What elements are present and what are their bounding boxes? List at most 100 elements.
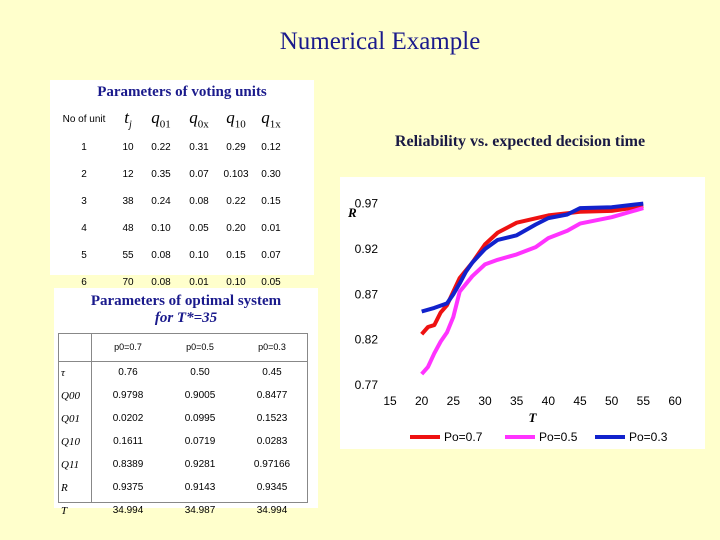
table-row: τ 0.76 0.50 0.45: [58, 361, 308, 384]
page-title: Numerical Example: [279, 28, 481, 55]
legend-label-2: Po=0.5: [539, 430, 578, 444]
table-cell: 0.9375: [112, 482, 144, 493]
table-cell: 0.24: [151, 196, 171, 207]
table-cell: 0.05: [189, 223, 209, 234]
unit-number-cell: 4: [81, 223, 87, 234]
table-cell: 0.8389: [112, 459, 144, 470]
table-cell: 0.9281: [184, 459, 216, 470]
table-cell: 0.35: [151, 169, 171, 180]
x-tick-label: 30: [478, 394, 492, 408]
table-cell: 0.30: [261, 169, 281, 180]
optimal-table-heading-line1: Parameters of optimal system: [90, 293, 282, 309]
table-cell: 0.97166: [253, 459, 291, 470]
table-cell: 0.08: [189, 196, 209, 207]
series-line-2: [420, 206, 644, 376]
column-header: p0=0.5: [186, 342, 214, 352]
x-tick-label: 55: [637, 394, 651, 408]
table-cell: 0.10: [189, 250, 209, 261]
table-cell: 0.0719: [184, 436, 216, 447]
table-cell: 34.994: [256, 505, 288, 516]
table-cell: 0.9798: [112, 390, 144, 401]
row-label-cell: Q01: [61, 412, 80, 425]
table-cell: 0.0283: [256, 436, 288, 447]
table-cell: 70: [122, 277, 134, 288]
optimal-table-heading-line2: for T*=35: [154, 310, 218, 326]
table-cell: 0.05: [261, 277, 281, 288]
row-label-cell: τ: [61, 366, 65, 379]
table-cell: 0.45: [262, 367, 282, 378]
table-row: 3 38 0.24 0.08 0.22 0.15: [54, 188, 288, 215]
reliability-chart: R T 0.97 0.92 0.87 0.82 0.77 15 20 25 30 35 40 45 50 55…: [340, 177, 705, 449]
table-row: 5 55 0.08 0.10 0.15 0.07: [54, 242, 288, 269]
table-cell: 0.07: [261, 250, 281, 261]
y-tick-label: 0.82: [355, 333, 379, 347]
x-tick-label: 35: [510, 394, 524, 408]
y-tick-label: 0.87: [355, 287, 379, 301]
optimal-system-table: p0=0.7 p0=0.5 p0=0.3 τ 0.76 0.50 0.45 Q00 0.9…: [58, 333, 308, 522]
table-cell: 0.9005: [184, 390, 216, 401]
column-header: [58, 333, 92, 361]
x-tick-label: 20: [415, 394, 429, 408]
column-header: p0=0.7: [114, 342, 142, 352]
y-axis-label: R: [347, 205, 357, 220]
unit-number-cell: 1: [81, 142, 87, 153]
chart-title: Reliability vs. expected decision time: [394, 133, 646, 150]
table-cell: 0.76: [118, 367, 138, 378]
x-tick-label: 40: [542, 394, 556, 408]
table-divider: [58, 361, 308, 362]
row-label-cell: R: [61, 481, 68, 494]
legend-label-3: Po=0.3: [629, 430, 668, 444]
column-header: q01: [151, 107, 171, 131]
table-cell: 0.10: [226, 277, 246, 288]
table-cell: 10: [122, 142, 134, 153]
x-tick-label: 25: [447, 394, 461, 408]
table-cell: 0.22: [226, 196, 246, 207]
table-cell: 0.15: [261, 196, 281, 207]
unit-number-cell: 6: [81, 277, 87, 288]
plot-background: [340, 177, 705, 449]
table-cell: 0.9345: [256, 482, 288, 493]
legend-label-1: Po=0.7: [444, 430, 483, 444]
table-cell: 0.08: [151, 250, 171, 261]
column-header: No of unit: [62, 113, 106, 125]
row-label-cell: Q11: [61, 458, 80, 471]
table-cell: 0.22: [151, 142, 171, 153]
table-row: 6 70 0.08 0.01 0.10 0.05: [54, 269, 288, 296]
table-cell: 0.8477: [256, 390, 288, 401]
table-row: 4 48 0.10 0.05 0.20 0.01: [54, 215, 288, 242]
column-header: q1x: [261, 107, 281, 131]
table-cell: 0.50: [190, 367, 210, 378]
table-cell: 0.10: [151, 223, 171, 234]
voting-table-heading: Parameters of voting units: [97, 84, 267, 100]
series-line-3: [421, 201, 644, 314]
x-axis-label: T: [529, 410, 538, 425]
y-tick-label: 0.97: [355, 197, 379, 211]
table-header-row: No of unit tj q01 q0x q10 q1x: [54, 104, 288, 134]
table-cell: 48: [122, 223, 134, 234]
table-row: T 34.994 34.987 34.994: [58, 499, 308, 522]
x-tick-label: 45: [573, 394, 587, 408]
table-cell: 0.01: [189, 277, 209, 288]
voting-units-table: No of unit tj q01 q0x q10 q1x 1 10 0.22 0.3…: [54, 104, 288, 296]
column-header: p0=0.3: [258, 342, 286, 352]
voting-units-panel: Parameters of voting units: [50, 80, 314, 275]
y-tick-label: 0.92: [355, 242, 379, 256]
unit-number-cell: 2: [81, 169, 87, 180]
y-tick-label: 0.77: [355, 378, 379, 392]
row-label-cell: Q00: [61, 389, 80, 402]
x-tick-label: 50: [605, 394, 619, 408]
optimal-system-panel: Parameters of optimal system for T*=35: [54, 288, 318, 508]
row-label-cell: T: [61, 504, 68, 517]
unit-number-cell: 5: [81, 250, 87, 261]
table-cell: 0.31: [189, 142, 209, 153]
table-cell: 0.1523: [256, 413, 288, 424]
column-header: q0x: [189, 107, 209, 131]
table-cell: 0.9143: [184, 482, 216, 493]
table-cell: 0.0202: [112, 413, 144, 424]
table-cell: 12: [122, 169, 134, 180]
x-tick-label: 15: [383, 394, 397, 408]
table-cell: 0.07: [189, 169, 209, 180]
table-row: 1 10 0.22 0.31 0.29 0.12: [54, 134, 288, 161]
column-header: tj: [124, 107, 132, 131]
table-header-row: p0=0.7 p0=0.5 p0=0.3: [58, 333, 308, 361]
